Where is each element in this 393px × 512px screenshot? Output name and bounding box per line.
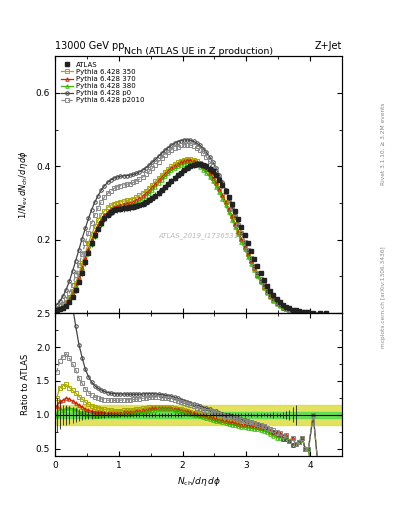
Text: ATLAS_2019_I1736531: ATLAS_2019_I1736531 — [158, 232, 239, 240]
Title: Nch (ATLAS UE in Z production): Nch (ATLAS UE in Z production) — [124, 47, 273, 55]
Y-axis label: Ratio to ATLAS: Ratio to ATLAS — [21, 354, 30, 415]
Text: Z+Jet: Z+Jet — [314, 40, 342, 51]
Bar — [55, 405, 342, 425]
Text: mcplots.cern.ch [arXiv:1306.3436]: mcplots.cern.ch [arXiv:1306.3436] — [381, 246, 386, 348]
Legend: ATLAS, Pythia 6.428 350, Pythia 6.428 370, Pythia 6.428 380, Pythia 6.428 p0, Py: ATLAS, Pythia 6.428 350, Pythia 6.428 37… — [59, 60, 147, 105]
Bar — [55, 412, 342, 418]
Text: Rivet 3.1.10, ≥ 3.2M events: Rivet 3.1.10, ≥ 3.2M events — [381, 102, 386, 185]
Text: 13000 GeV pp: 13000 GeV pp — [55, 40, 125, 51]
Y-axis label: $1/N_{\mathsf{ev}}\,dN_{\mathsf{ch}}/d\eta\,d\phi$: $1/N_{\mathsf{ev}}\,dN_{\mathsf{ch}}/d\e… — [17, 150, 30, 219]
X-axis label: $N_{\mathsf{ch}}/d\eta\,d\phi$: $N_{\mathsf{ch}}/d\eta\,d\phi$ — [176, 475, 220, 488]
